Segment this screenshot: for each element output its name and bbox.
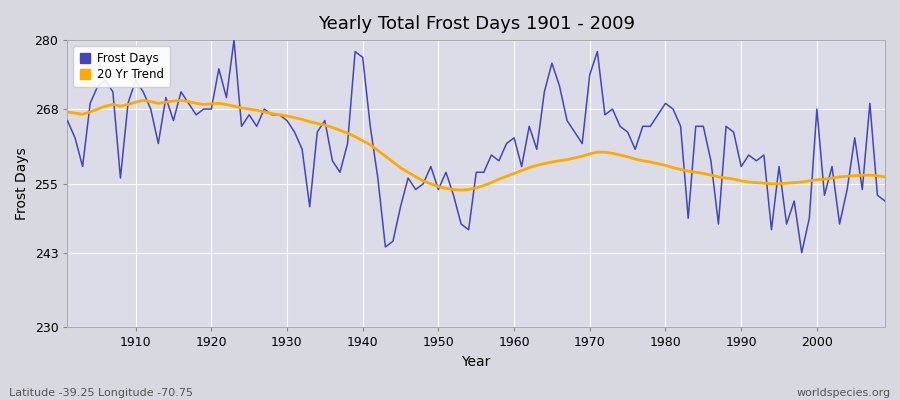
Title: Yearly Total Frost Days 1901 - 2009: Yearly Total Frost Days 1901 - 2009: [318, 15, 634, 33]
X-axis label: Year: Year: [462, 355, 490, 369]
Text: worldspecies.org: worldspecies.org: [796, 388, 891, 398]
Text: Latitude -39.25 Longitude -70.75: Latitude -39.25 Longitude -70.75: [9, 388, 193, 398]
Y-axis label: Frost Days: Frost Days: [15, 147, 29, 220]
Legend: Frost Days, 20 Yr Trend: Frost Days, 20 Yr Trend: [74, 46, 170, 87]
